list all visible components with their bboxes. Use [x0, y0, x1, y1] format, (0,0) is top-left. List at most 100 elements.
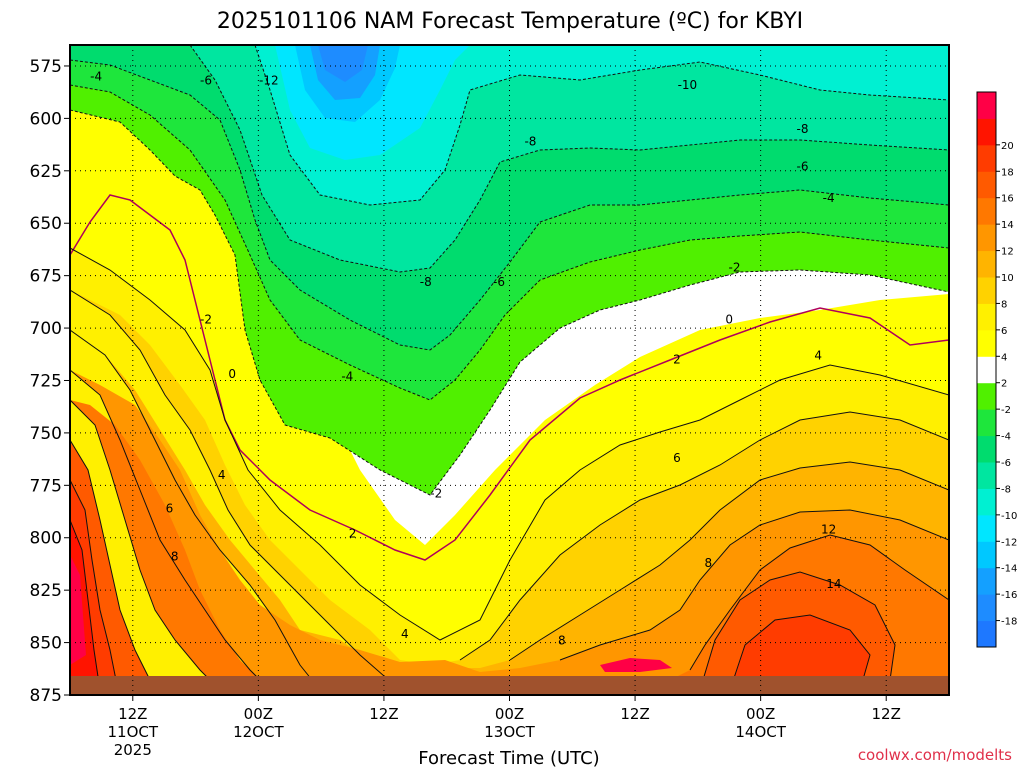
colorbar-label: 18	[1001, 167, 1014, 178]
colorbar-swatch	[977, 356, 996, 384]
colorbar-swatch	[977, 594, 996, 622]
colorbar-frame	[976, 91, 997, 648]
colorbar-swatch	[977, 541, 996, 569]
x-tick-label: 00Z	[495, 705, 524, 723]
colorbar-label: 2	[1001, 379, 1007, 390]
x-tick-label: 12Z	[620, 705, 649, 723]
watermark: coolwx.com/modelts	[858, 746, 1012, 764]
colorbar-label: 14	[1001, 220, 1014, 231]
colorbar-label: -10	[1001, 511, 1017, 522]
colorbar-label: -8	[1001, 484, 1011, 495]
contour-label: 14	[826, 577, 841, 591]
contour-label: 2	[673, 353, 681, 367]
contour-label: 4	[218, 468, 226, 482]
contour-label-layer: -4 -6 -12 -10 -8 -8 -6 -4 -2 -8 -6 -2 0 0 -4 2 4 4 6 6 -2 2 8 8…	[90, 69, 841, 647]
y-tick-label: 650	[30, 214, 62, 234]
y-tick-label: 775	[30, 476, 62, 496]
colorbar-swatch	[977, 118, 996, 146]
colorbar-label: 6	[1001, 326, 1007, 337]
colorbar-label: -6	[1001, 458, 1011, 469]
contour-label: -8	[524, 134, 536, 148]
colorbar-swatch	[977, 514, 996, 542]
contour-label: -2	[728, 260, 740, 274]
colorbar-label: -14	[1001, 564, 1017, 575]
colorbar-label: 20	[1001, 141, 1014, 152]
contour-label: 2	[349, 527, 357, 541]
contour-label: 4	[814, 348, 822, 362]
y-tick-label: 875	[30, 686, 62, 706]
colorbar-swatch	[977, 567, 996, 595]
x-tick-label: 00Z	[746, 705, 775, 723]
contour-label: -4	[823, 191, 835, 205]
chart-title: 2025101106 NAM Forecast Temperature (ºC)…	[217, 9, 803, 34]
colorbar-swatch	[977, 144, 996, 172]
contour-label: 12	[821, 522, 836, 536]
contour-label: -12	[259, 74, 279, 88]
contour-label: -4	[341, 369, 353, 383]
contour-label: -2	[200, 313, 212, 327]
y-tick-label: 725	[30, 371, 62, 391]
colorbar-label: -2	[1001, 405, 1011, 416]
colorbar-label: -4	[1001, 432, 1011, 443]
y-tick-label: 825	[30, 581, 62, 601]
contour-label: -8	[420, 275, 432, 289]
y-axis: 575 600 625 650 675 700 725 750 775 800 825 850 875	[30, 57, 70, 706]
colorbar-label: -18	[1001, 617, 1017, 628]
x-tick-label: 12OCT	[233, 723, 284, 741]
dashed-contours	[70, 45, 949, 496]
colorbar-swatch	[977, 409, 996, 437]
contour-label: 0	[725, 313, 733, 327]
y-tick-label: 700	[30, 319, 62, 339]
contour-label: 8	[558, 633, 566, 647]
contour-label: 6	[166, 501, 174, 515]
x-tick-label: 12Z	[118, 705, 147, 723]
contour-label: 8	[705, 556, 713, 570]
fill-band-20	[70, 555, 86, 665]
x-tick-label: 2025	[114, 741, 152, 759]
x-tick-label: 13OCT	[484, 723, 535, 741]
colorbar-swatch	[977, 250, 996, 278]
colorbar-swatch	[977, 435, 996, 463]
colorbar-swatch	[977, 488, 996, 516]
x-tick-label: 12Z	[369, 705, 398, 723]
y-tick-label: 575	[30, 57, 62, 77]
zero-contour	[70, 194, 949, 561]
colorbar-swatch	[977, 303, 996, 331]
colorbar-swatch	[977, 329, 996, 357]
y-tick-label: 625	[30, 162, 62, 182]
colorbar-swatch	[977, 382, 996, 410]
fill-band-minus20	[318, 45, 368, 82]
colorbar-label: 4	[1001, 352, 1007, 363]
contour-label: -10	[678, 78, 698, 92]
colorbar-swatch	[977, 197, 996, 225]
y-tick-label: 850	[30, 634, 62, 654]
colorbar-swatch	[977, 92, 996, 119]
grid-layer	[70, 45, 949, 696]
contour-label: -4	[90, 69, 102, 83]
contour-label: 8	[171, 550, 179, 564]
y-tick-label: 750	[30, 424, 62, 444]
x-tick-label: 14OCT	[735, 723, 786, 741]
contour-label: 6	[673, 451, 681, 465]
contour-lines	[70, 45, 949, 691]
colorbar-swatch	[977, 620, 996, 648]
x-tick-label: 00Z	[244, 705, 273, 723]
colorbar-label: -16	[1001, 590, 1017, 601]
x-tick-label: 12Z	[872, 705, 901, 723]
contour-label: -6	[797, 160, 809, 174]
fill-band-16	[70, 480, 870, 690]
contour-label: 4	[401, 627, 409, 641]
x-tick-label: 11OCT	[108, 723, 159, 741]
contour-label: -6	[200, 74, 212, 88]
contour-label: -2	[430, 487, 442, 501]
colorbar-swatch	[977, 462, 996, 489]
colorbar-label: -12	[1001, 537, 1017, 548]
fill-band-small-pink	[600, 658, 672, 672]
colorbar-label: 10	[1001, 273, 1014, 284]
y-tick-label: 800	[30, 529, 62, 549]
y-tick-label: 675	[30, 267, 62, 287]
x-axis-label: Forecast Time (UTC)	[418, 748, 599, 768]
colorbar-label: 8	[1001, 299, 1007, 310]
fill-band-10	[70, 370, 949, 690]
solid-contours	[70, 247, 949, 691]
